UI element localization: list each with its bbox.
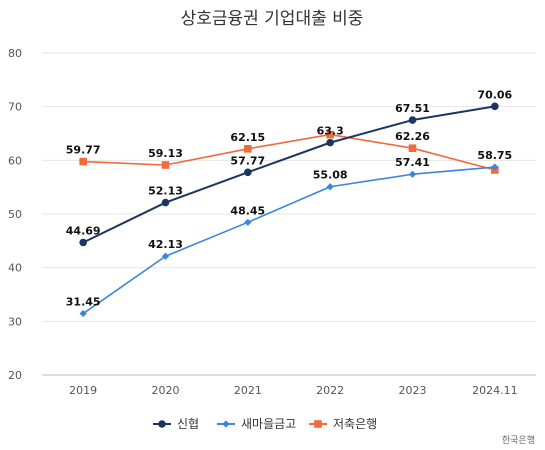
series-line — [83, 133, 496, 171]
data-label: 63.3 — [317, 125, 344, 138]
x-tick-label: 2024.11 — [472, 384, 518, 397]
y-tick-label: 80 — [8, 47, 22, 60]
data-point — [161, 198, 170, 207]
data-label: 58.75 — [477, 149, 512, 162]
legend-item: 신협 — [153, 417, 199, 431]
data-point — [326, 138, 334, 147]
x-tick-label: 2023 — [399, 384, 427, 397]
data-label: 48.45 — [230, 204, 265, 217]
data-point — [222, 420, 230, 428]
y-tick-label: 30 — [8, 315, 22, 328]
legend: 신협 새마을금고 저축은행 — [153, 416, 377, 431]
data-label: 62.15 — [230, 131, 265, 144]
data-point — [326, 130, 334, 139]
x-tick-label: 2019 — [69, 384, 97, 397]
series-group — [79, 102, 499, 318]
data-label: 57.77 — [230, 154, 265, 167]
y-axis: 20 30 40 50 60 70 80 — [8, 47, 22, 382]
data-point — [408, 170, 417, 178]
x-tick-label: 2021 — [234, 384, 262, 397]
data-point — [244, 218, 252, 226]
x-tick-label: 2022 — [316, 384, 344, 397]
chart-title: 상호금융권 기업대출 비중 — [181, 9, 364, 29]
data-point — [244, 144, 252, 153]
data-label: 62.26 — [395, 130, 430, 143]
data-point — [79, 238, 87, 247]
data-point — [79, 157, 87, 166]
data-label: 59.77 — [66, 144, 101, 157]
legend-label: 신협 — [177, 417, 199, 431]
data-label: 42.13 — [148, 238, 183, 251]
y-tick-label: 20 — [8, 369, 22, 382]
y-tick-label: 70 — [8, 101, 22, 114]
data-labels: 44.69 52.13 57.77 63.3 67.51 70.06 31.45 42.13 4… — [66, 88, 513, 308]
data-point — [491, 102, 499, 111]
data-label: 57.41 — [395, 156, 430, 169]
legend-label: 새마을금고 — [241, 417, 296, 431]
data-point — [314, 420, 322, 428]
data-label: 70.06 — [477, 88, 512, 101]
data-point — [244, 168, 252, 177]
data-point — [161, 161, 170, 169]
legend-item: 저축은행 — [309, 416, 377, 431]
x-tick-label: 2020 — [152, 384, 180, 397]
data-point — [79, 309, 87, 318]
gridlines — [42, 52, 536, 376]
data-label: 55.08 — [313, 169, 348, 182]
source-note: 한국은행 — [502, 434, 535, 446]
data-label: 59.13 — [148, 147, 183, 160]
data-label: 67.51 — [395, 102, 430, 115]
legend-item: 새마을금고 — [217, 417, 296, 431]
series-3 — [79, 130, 499, 174]
y-tick-label: 50 — [8, 208, 22, 221]
data-label: 52.13 — [148, 185, 183, 198]
data-point — [491, 163, 499, 171]
data-point — [161, 252, 170, 260]
data-label: 44.69 — [66, 224, 101, 237]
data-point — [408, 116, 417, 124]
y-tick-label: 60 — [8, 154, 22, 167]
y-tick-label: 40 — [8, 262, 22, 275]
series-line — [82, 105, 495, 244]
series-1 — [79, 102, 499, 247]
data-point — [326, 183, 334, 191]
data-label: 31.45 — [66, 296, 101, 309]
data-point — [158, 420, 166, 428]
data-point — [408, 144, 417, 153]
series-line — [82, 166, 495, 315]
legend-label: 저축은행 — [333, 416, 377, 431]
x-axis: 2019 2020 2021 2022 2023 2024.11 — [69, 384, 517, 397]
series-2 — [79, 163, 499, 318]
